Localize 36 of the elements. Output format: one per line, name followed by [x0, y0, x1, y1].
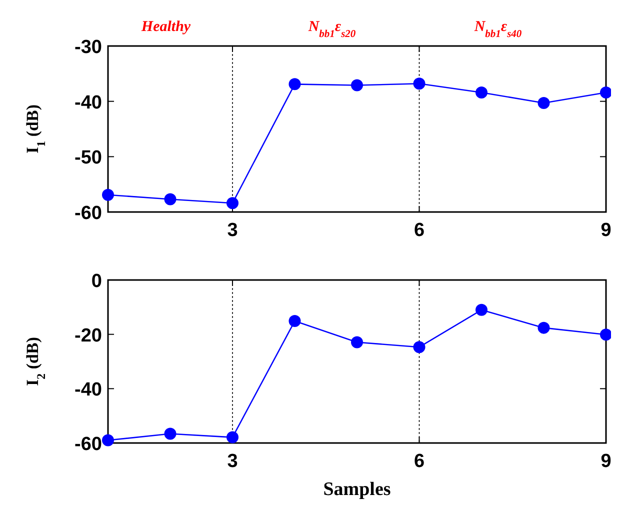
text: N$_{bb1}$ε$_{s40}$: [473, 19, 522, 40]
point: [226, 431, 238, 444]
point: [164, 428, 176, 440]
point: [538, 96, 550, 109]
point: [102, 434, 114, 446]
point: [600, 86, 611, 98]
y-tick-label: -40: [74, 92, 102, 114]
x-tick-label: 3: [227, 220, 238, 241]
point: [413, 341, 426, 354]
point: [102, 188, 114, 201]
y-tick-label: -20: [74, 325, 102, 346]
y-tick-label: -60: [74, 203, 102, 224]
point: [476, 86, 488, 98]
y-tick-label: 0: [91, 271, 102, 292]
text: N$_{bb1}$ε$_{s20}$: [307, 19, 356, 40]
point: [226, 197, 238, 210]
y-tick-label: -50: [74, 148, 102, 169]
text: Healthy: [140, 19, 191, 35]
point: [600, 328, 611, 341]
point: [351, 79, 363, 92]
point: [164, 193, 176, 206]
x-tick-label: 6: [414, 220, 425, 241]
point: [288, 78, 301, 90]
x-tick-label: 6: [414, 451, 425, 472]
point: [351, 336, 363, 348]
point: [288, 315, 301, 328]
x-tick-label: 3: [227, 451, 238, 472]
point: [538, 322, 550, 334]
point: [413, 78, 426, 90]
y-tick-label: -30: [74, 37, 102, 58]
x-tick-label: 9: [600, 451, 612, 472]
point: [476, 304, 488, 316]
y-tick-label: -60: [74, 434, 102, 455]
x-tick-label: 9: [600, 220, 612, 241]
y-tick-label: -40: [74, 380, 102, 401]
x-axis-title: Samples: [323, 479, 391, 500]
